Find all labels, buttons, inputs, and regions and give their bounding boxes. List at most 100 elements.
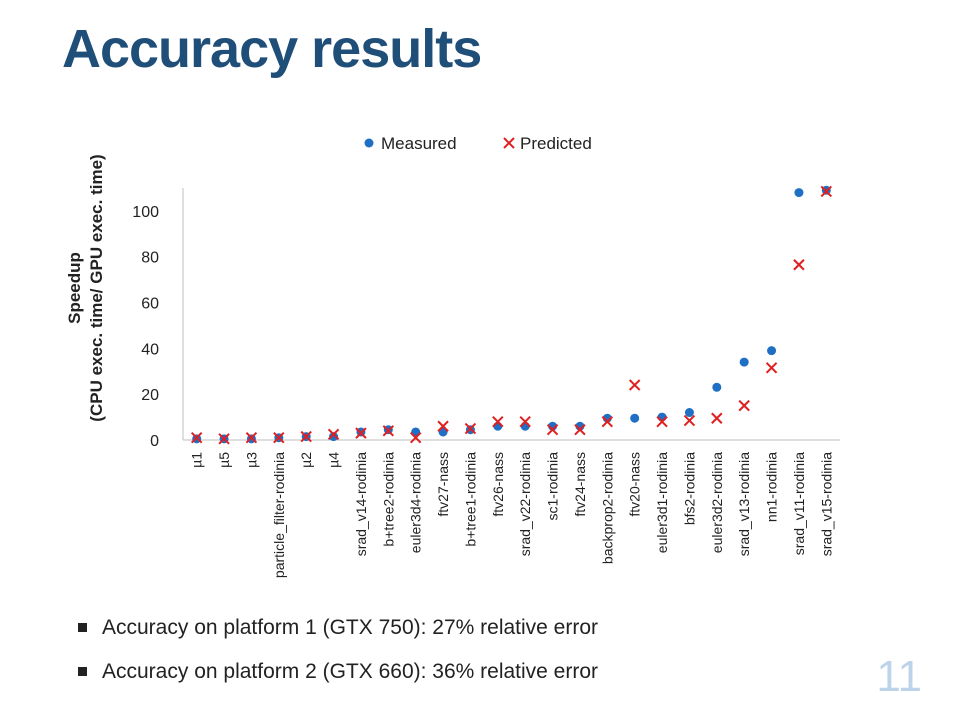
- legend-predicted-marker: [503, 137, 515, 149]
- predicted-point-stroke: [327, 428, 340, 440]
- predicted-point: [218, 433, 230, 445]
- predicted-point: [546, 423, 559, 436]
- predicted-point-stroke: [300, 430, 312, 443]
- predicted-point-stroke: [245, 432, 258, 444]
- measured-point: [684, 408, 694, 418]
- legend-measured-marker: [364, 138, 374, 148]
- predicted-point-stroke: [409, 432, 422, 444]
- predicted-point-stroke: [273, 432, 285, 444]
- slide-number: 11: [876, 652, 922, 701]
- x-tick-label: µ3: [243, 452, 259, 468]
- x-tick-label: b+tree1-rodinia: [462, 452, 478, 547]
- x-tick-label: srad_v15-rodinia: [818, 452, 834, 556]
- bullet-square-icon: [78, 667, 87, 676]
- measured-point: [630, 413, 640, 423]
- y-axis-title-line: (CPU exec. time/ GPU exec. time): [87, 154, 106, 421]
- x-tick-label: srad_v14-rodinia: [353, 452, 369, 556]
- x-tick-label: bfs2-rodinia: [681, 452, 697, 525]
- measured-point: [493, 421, 503, 431]
- predicted-point: [601, 415, 614, 428]
- measured-point: [329, 432, 339, 442]
- predicted-point: [327, 428, 340, 440]
- speedup-chart: 0 20 40 60 80 100 Speedup (CPU exec. time/ GPU …: [65, 134, 840, 578]
- predicted-point: [793, 259, 805, 271]
- measured-point: [739, 357, 749, 367]
- x-tick-label: nn1-rodinia: [764, 452, 780, 522]
- measured-point: [520, 421, 530, 431]
- predicted-point-stroke: [683, 414, 696, 427]
- x-tick-label: euler3d1-rodinia: [654, 452, 670, 553]
- predicted-point: [190, 432, 203, 444]
- predicted-point-stroke: [738, 399, 750, 412]
- x-tick-label: µ5: [216, 452, 232, 468]
- predicted-point: [628, 379, 641, 391]
- predicted-point: [300, 430, 312, 443]
- predicted-point: [437, 420, 449, 432]
- predicted-point: [464, 422, 477, 435]
- y-tick-label: 100: [132, 204, 159, 221]
- x-tick-label: backprop2-rodinia: [599, 452, 615, 564]
- measured-point: [767, 346, 777, 356]
- bullet-item: Accuracy on platform 2 (GTX 660): 36% re…: [78, 658, 598, 702]
- x-tick-label: sc1-rodinia: [545, 452, 561, 521]
- x-tick-label: ftv20-nass: [627, 452, 643, 517]
- x-tick-label: b+tree2-rodinia: [380, 452, 396, 547]
- predicted-point-stroke: [464, 422, 477, 435]
- predicted-point-stroke: [190, 432, 203, 444]
- predicted-point-stroke: [820, 185, 833, 198]
- y-tick-label: 60: [141, 296, 159, 313]
- y-axis-title-line: Speedup: [65, 252, 84, 324]
- legend-measured-label: Measured: [381, 134, 457, 153]
- predicted-point: [574, 423, 586, 436]
- y-tick-label: 80: [141, 250, 159, 267]
- predicted-point: [382, 425, 395, 437]
- predicted-point-stroke: [574, 423, 586, 436]
- predicted-point: [738, 399, 750, 412]
- predicted-point: [765, 362, 778, 374]
- predicted-point-stroke: [492, 415, 504, 428]
- slide-title: Accuracy results: [62, 19, 482, 79]
- measured-point: [712, 382, 722, 392]
- predicted-point-stroke: [628, 379, 641, 391]
- x-tick-label: µ1: [189, 452, 205, 468]
- x-tick-label: ftv26-nass: [490, 452, 506, 517]
- predicted-point: [519, 415, 531, 428]
- measured-point: [794, 188, 804, 198]
- bullet-list: Accuracy on platform 1 (GTX 750): 27% re…: [78, 614, 598, 702]
- x-tick-label: µ4: [326, 452, 342, 468]
- x-tick-label: ftv24-nass: [572, 452, 588, 517]
- x-tick-label: particle_filter-rodinia: [271, 452, 287, 578]
- legend-predicted-stroke: [503, 137, 515, 149]
- predicted-point: [355, 427, 367, 439]
- y-axis-title: Speedup (CPU exec. time/ GPU exec. time): [65, 154, 106, 421]
- predicted-point: [711, 412, 723, 424]
- x-tick-label: srad_v13-rodinia: [736, 452, 752, 556]
- predicted-point-stroke: [656, 415, 668, 428]
- x-tick-label: srad_v11-rodinia: [791, 452, 807, 555]
- x-tick-label: µ2: [298, 452, 314, 468]
- predicted-point: [492, 415, 504, 428]
- predicted-point: [409, 432, 422, 444]
- x-tick-label: euler3d2-rodinia: [709, 452, 725, 553]
- predicted-point: [820, 185, 833, 198]
- x-tick-label: euler3d4-rodinia: [408, 452, 424, 553]
- bullet-square-icon: [78, 623, 87, 632]
- predicted-point: [683, 414, 696, 427]
- legend-predicted-label: Predicted: [520, 134, 592, 153]
- x-tick-label: ftv27-nass: [435, 452, 451, 517]
- x-tick-label: srad_v22-rodinia: [517, 452, 533, 556]
- bullet-text: Accuracy on platform 2 (GTX 660): 36% re…: [102, 660, 599, 683]
- predicted-point-stroke: [382, 425, 395, 437]
- predicted-point: [656, 415, 668, 428]
- predicted-point: [245, 432, 258, 444]
- predicted-point-stroke: [765, 362, 778, 374]
- predicted-point-stroke: [793, 259, 805, 271]
- y-tick-label: 20: [141, 387, 159, 404]
- predicted-point: [273, 432, 285, 444]
- predicted-point-stroke: [355, 427, 367, 439]
- predicted-point-stroke: [218, 433, 230, 445]
- measured-point: [657, 412, 667, 422]
- bullet-text: Accuracy on platform 1 (GTX 750): 27% re…: [102, 616, 599, 639]
- predicted-point-stroke: [711, 412, 723, 424]
- predicted-point-stroke: [437, 420, 449, 432]
